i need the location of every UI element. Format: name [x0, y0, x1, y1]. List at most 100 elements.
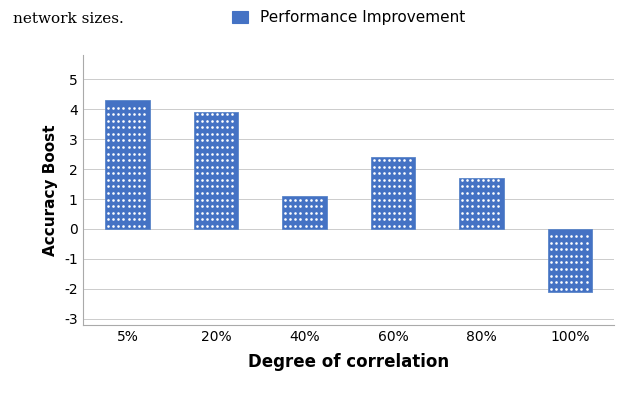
Point — [577, 286, 587, 292]
Point — [139, 170, 149, 177]
Point — [222, 118, 232, 124]
Point — [389, 157, 399, 163]
Point — [582, 279, 592, 286]
Point — [134, 144, 144, 150]
Point — [212, 183, 222, 190]
Point — [582, 286, 592, 292]
Point — [108, 223, 118, 229]
Point — [212, 190, 222, 196]
Point — [399, 209, 410, 216]
Point — [196, 111, 207, 117]
Point — [207, 177, 217, 183]
Point — [129, 164, 139, 170]
Point — [212, 150, 222, 157]
Point — [124, 131, 134, 137]
Point — [129, 203, 139, 209]
Point — [103, 104, 113, 110]
Point — [394, 177, 404, 183]
Point — [227, 177, 237, 183]
Point — [222, 177, 232, 183]
Point — [550, 286, 561, 292]
Point — [124, 177, 134, 183]
Point — [545, 233, 556, 239]
Point — [124, 150, 134, 157]
Point — [404, 196, 415, 203]
Point — [488, 203, 498, 209]
Point — [472, 209, 483, 216]
Point — [285, 196, 295, 203]
Point — [129, 216, 139, 223]
Point — [222, 203, 232, 209]
Point — [316, 209, 326, 216]
Point — [207, 137, 217, 144]
Point — [191, 150, 202, 157]
Point — [457, 223, 467, 229]
Point — [545, 253, 556, 259]
Point — [118, 223, 129, 229]
Point — [379, 183, 389, 190]
Point — [472, 196, 483, 203]
Point — [384, 164, 394, 170]
Point — [113, 196, 124, 203]
Point — [222, 190, 232, 196]
Point — [389, 164, 399, 170]
Point — [280, 216, 290, 223]
Point — [217, 203, 227, 209]
Point — [118, 137, 129, 144]
Point — [212, 209, 222, 216]
Point — [404, 216, 415, 223]
Point — [577, 240, 587, 246]
Point — [207, 131, 217, 137]
Point — [369, 216, 379, 223]
Point — [207, 190, 217, 196]
Point — [280, 203, 290, 209]
Point — [379, 196, 389, 203]
Point — [556, 279, 566, 286]
Point — [124, 104, 134, 110]
Point — [394, 164, 404, 170]
Point — [118, 216, 129, 223]
Point — [139, 164, 149, 170]
Point — [118, 170, 129, 177]
Point — [582, 246, 592, 253]
Point — [139, 209, 149, 216]
Point — [467, 223, 477, 229]
Point — [191, 196, 202, 203]
Point — [556, 286, 566, 292]
Point — [108, 131, 118, 137]
Point — [227, 164, 237, 170]
Point — [394, 190, 404, 196]
Point — [202, 203, 212, 209]
Point — [118, 124, 129, 130]
Point — [379, 177, 389, 183]
Point — [118, 164, 129, 170]
Point — [545, 266, 556, 272]
Point — [462, 209, 472, 216]
Point — [139, 144, 149, 150]
Point — [103, 150, 113, 157]
Point — [217, 137, 227, 144]
Point — [404, 203, 415, 209]
Point — [202, 190, 212, 196]
Point — [227, 209, 237, 216]
Point — [222, 111, 232, 117]
Point — [191, 170, 202, 177]
Point — [374, 190, 384, 196]
Point — [545, 279, 556, 286]
Point — [582, 253, 592, 259]
Point — [108, 150, 118, 157]
Point — [369, 196, 379, 203]
Point — [212, 223, 222, 229]
Point — [108, 170, 118, 177]
Point — [556, 253, 566, 259]
Point — [369, 209, 379, 216]
Point — [399, 170, 410, 177]
Point — [477, 177, 488, 183]
Point — [227, 131, 237, 137]
Point — [222, 124, 232, 130]
Point — [572, 286, 582, 292]
Point — [462, 196, 472, 203]
Point — [217, 170, 227, 177]
Point — [202, 150, 212, 157]
Point — [202, 118, 212, 124]
